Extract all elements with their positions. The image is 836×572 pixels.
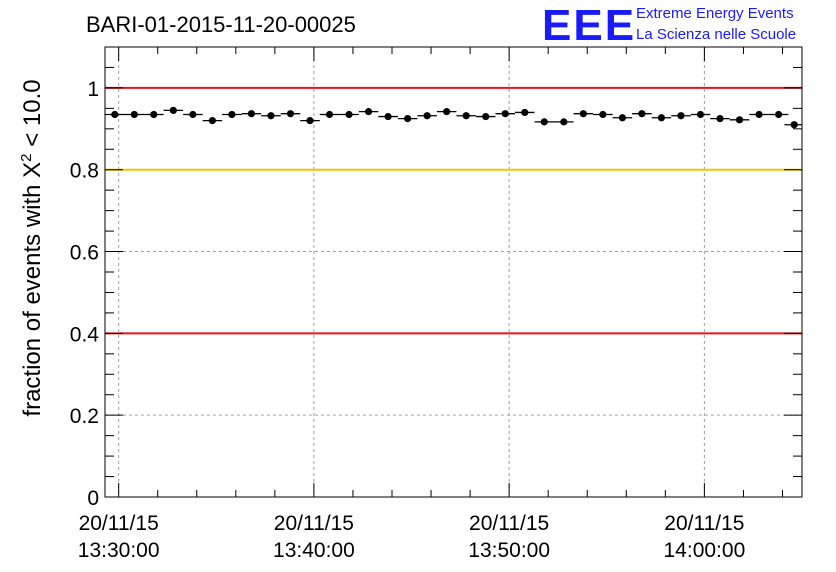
data-point [677,112,685,120]
data-point [501,110,509,118]
data-point [696,110,705,119]
data-point [364,108,373,116]
x-tick-date: 20/11/15 [274,512,354,535]
x-tick-date: 20/11/15 [79,512,159,535]
x-tick-time: 13:50:00 [468,539,550,562]
y-tick-label: 0.4 [70,323,100,346]
data-point [325,110,334,119]
data-point [208,117,216,125]
data-point [657,114,666,122]
data-point [189,110,197,119]
data-point [169,106,177,115]
data-point [228,110,236,119]
logo-line-2: La Scienza nelle Scuole [636,26,796,43]
data-point [286,110,295,118]
chart-title: BARI-01-2015-11-20-00025 [86,12,356,37]
x-axis: 20/11/15 13:30:00 20/11/15 13:40:00 20/11/15… [78,47,783,562]
x-tick-date: 20/11/15 [469,512,549,535]
data-point [306,117,314,125]
data-point [482,112,490,121]
data-point [130,110,138,119]
data-point [267,112,275,120]
y-axis-title: fraction of events with X2 < 10.0 [18,79,46,416]
x-tick-time: 14:00:00 [664,539,746,562]
data-point [150,110,158,119]
data-point [735,116,744,124]
x-tick-date: 20/11/15 [664,512,744,535]
data-point [345,110,353,119]
data-point [716,114,724,123]
data-point [384,112,392,121]
data-point [462,112,470,120]
data-point [423,112,431,120]
y-tick-label: 0.8 [70,160,99,183]
logo-mark: EEE [542,1,636,50]
y-tick-label: 0.6 [70,242,99,265]
y-tick-label: 0 [87,487,99,510]
data-point [111,110,119,119]
logo-line-1: Extreme Energy Events [636,5,794,22]
data-point [560,118,568,126]
reference-lines [105,86,802,335]
y-axis: 0 0.2 0.4 0.6 0.8 1 [70,66,802,510]
data-point [443,108,451,116]
data-point [521,108,529,117]
y-tick-label: 1 [87,78,99,101]
y-tick-label: 0.2 [70,405,99,428]
data-point [638,110,646,118]
data-point [404,114,412,123]
data-point [774,110,783,119]
data-point [790,121,798,129]
y-axis-title-symbol: X [19,162,46,178]
data-point [618,114,626,122]
data-points [105,106,802,129]
data-point [247,110,256,118]
x-tick-time: 13:40:00 [273,539,355,562]
data-point [755,110,763,119]
data-point [579,110,587,118]
x-tick-time: 13:30:00 [78,539,160,562]
data-point [540,118,548,126]
y-axis-title-pre: fraction of events with [19,178,46,417]
data-point [599,110,607,119]
eee-logo: EEE Extreme Energy Events La Scienza nel… [542,1,796,50]
y-axis-title-sup: 2 [18,153,35,161]
y-axis-title-post: < 10.0 [19,79,46,153]
